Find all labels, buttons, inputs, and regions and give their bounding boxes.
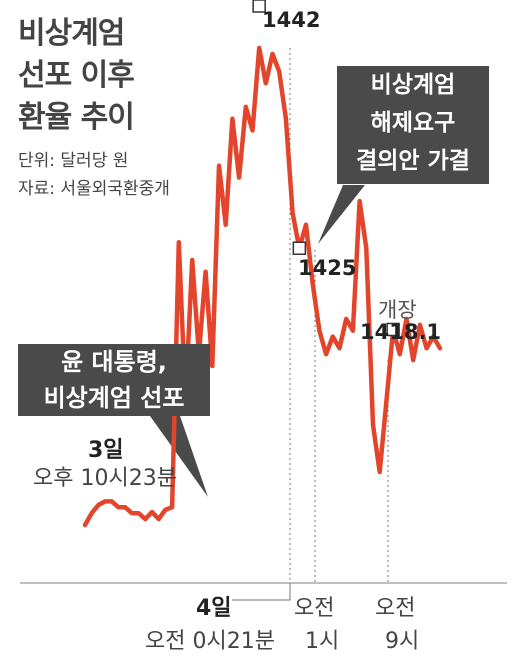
x-tick-0021-line-2: 오전 0시21분: [145, 629, 275, 654]
decl-time-label: 오후 10시23분: [33, 466, 177, 491]
callout-pointer-resolution: [318, 185, 365, 244]
open-label: 개장: [378, 298, 417, 322]
resolution-callout: 비상계엄 해제요구 결의안 가결: [337, 66, 489, 184]
source-label: 자료: 서울외국환중개: [18, 179, 170, 199]
declaration-callout-line-2: 비상계엄 선포: [43, 384, 185, 412]
resolution-value-label: 1425: [298, 256, 357, 280]
x-tick-0100-line-2: 1시: [305, 629, 340, 654]
x-tick-0900-line-2: 9시: [385, 629, 420, 654]
chart-title-line-3: 환율 추이: [18, 100, 135, 135]
x-tick-0100-line-1: 오전: [294, 596, 335, 621]
x-tick-0900-line-1: 오전: [375, 596, 416, 621]
resolution-callout-line-1: 비상계엄: [370, 72, 456, 98]
chart-title-line-1: 비상계엄: [18, 16, 125, 51]
peak-value-label: 1442: [262, 8, 321, 32]
marker-resolution: [292, 241, 307, 255]
chart-title-line-2: 선포 이후: [18, 58, 135, 93]
declaration-callout-line-1: 윤 대통령,: [61, 348, 167, 376]
decl-day-label: 3일: [88, 438, 124, 463]
declaration-callout: 윤 대통령, 비상계엄 선포: [18, 344, 210, 416]
open-value-label: 1418.1: [360, 320, 442, 344]
series-line: [82, 45, 443, 528]
marker-peak: [252, 0, 266, 13]
resolution-callout-line-2: 해제요구: [370, 110, 456, 136]
resolution-callout-line-3: 결의안 가결: [356, 148, 470, 174]
decl-leader-line: [232, 583, 291, 601]
unit-label: 단위: 달러당 원: [18, 151, 129, 171]
callout-pointer-declaration: [150, 416, 208, 497]
x-tick-0021-line-1: 4일: [196, 596, 232, 621]
marker-open: [386, 322, 400, 337]
